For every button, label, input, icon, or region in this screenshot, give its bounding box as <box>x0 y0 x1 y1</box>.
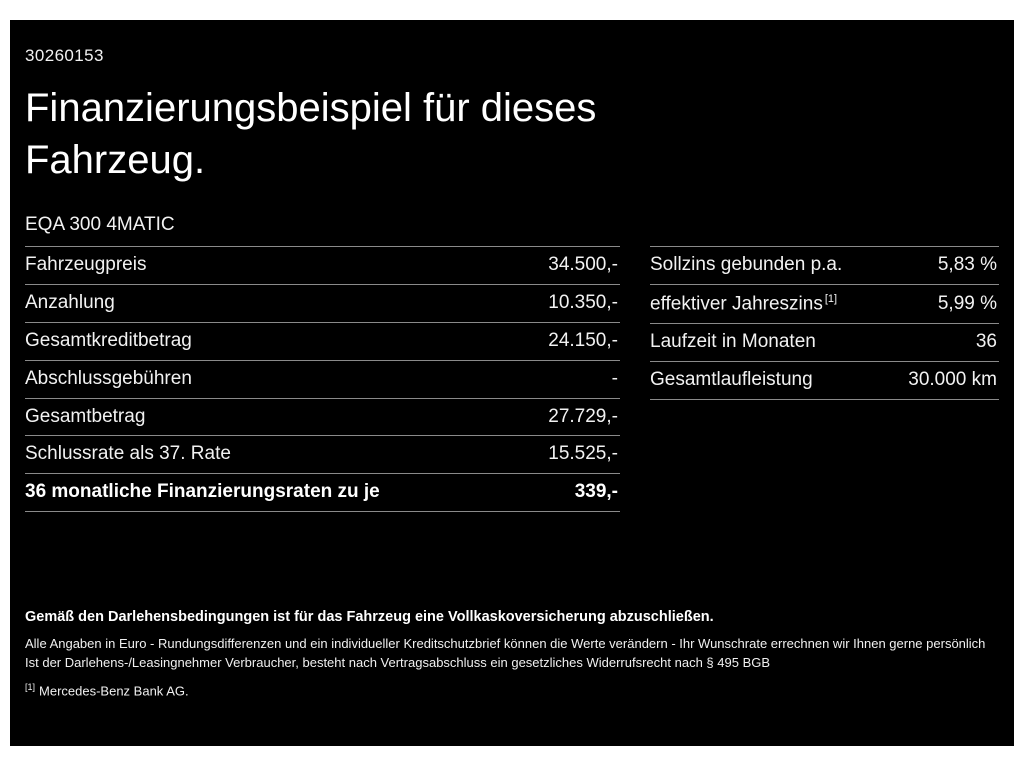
vehicle-model: EQA 300 4MATIC <box>25 214 175 235</box>
finance-table-right: Sollzins gebunden p.a. 5,83 % effektiver… <box>650 246 999 400</box>
row-label: Gesamtkreditbetrag <box>25 329 192 351</box>
row-value: 15.525,- <box>548 443 618 465</box>
row-label: Abschlussgebühren <box>25 367 192 389</box>
row-value: 30.000 km <box>908 369 997 390</box>
finance-table-left: Fahrzeugpreis 34.500,- Anzahlung 10.350,… <box>25 246 620 513</box>
financing-example-panel: 30260153 Finanzierungsbeispiel für diese… <box>10 20 1014 746</box>
footnote: [1] Mercedes-Benz Bank AG. <box>25 682 999 698</box>
table-row: Schlussrate als 37. Rate 15.525,- <box>25 436 620 475</box>
row-label: 36 monatliche Finanzierungsraten zu je <box>25 481 380 503</box>
row-label: Fahrzeugpreis <box>25 254 147 275</box>
footnote-marker: [1] <box>824 292 838 305</box>
table-row: Gesamtkreditbetrag 24.150,- <box>25 323 620 361</box>
row-value: 5,99 % <box>937 293 997 315</box>
finance-tables: Fahrzeugpreis 34.500,- Anzahlung 10.350,… <box>25 246 999 513</box>
row-label: effektiver Jahreszins [1] <box>650 292 838 315</box>
row-value: - <box>611 367 618 389</box>
table-row: Anzahlung 10.350,- <box>25 285 620 323</box>
row-label: Anzahlung <box>25 291 115 313</box>
row-label: Gesamtlaufleistung <box>650 369 813 390</box>
table-row: Sollzins gebunden p.a. 5,83 % <box>650 247 999 285</box>
row-label: Laufzeit in Monaten <box>650 331 816 353</box>
row-label: Sollzins gebunden p.a. <box>650 254 843 275</box>
row-value: 36 <box>975 331 997 353</box>
row-value: 10.350,- <box>548 291 618 313</box>
row-label: Schlussrate als 37. Rate <box>25 443 231 465</box>
row-value: 5,83 % <box>937 254 997 275</box>
table-row: Gesamtbetrag 27.729,- <box>25 399 620 437</box>
row-value: 24.150,- <box>548 329 618 351</box>
table-row: Laufzeit in Monaten 36 <box>650 324 999 362</box>
table-row: Gesamtlaufleistung 30.000 km <box>650 362 999 400</box>
table-row: Abschlussgebühren - <box>25 361 620 399</box>
row-value: 27.729,- <box>548 405 618 427</box>
footnote-text: Mercedes-Benz Bank AG. <box>39 683 189 698</box>
table-row: effektiver Jahreszins [1] 5,99 % <box>650 285 999 325</box>
document-id: 30260153 <box>25 46 104 65</box>
table-row-monthly-rate: 36 monatliche Finanzierungsraten zu je 3… <box>25 474 620 513</box>
footnote-marker: [1] <box>25 681 36 692</box>
footer-disclaimer: Gemäß den Darlehensbedingungen ist für d… <box>25 609 999 698</box>
table-row: Fahrzeugpreis 34.500,- <box>25 247 620 285</box>
insurance-note: Gemäß den Darlehensbedingungen ist für d… <box>25 608 714 625</box>
row-value: 339,- <box>574 481 618 503</box>
disclaimer-line: Ist der Darlehens-/Leasingnehmer Verbrau… <box>25 654 771 670</box>
page-title: Finanzierungsbeispiel für dieses Fahrzeu… <box>25 86 597 182</box>
row-label: Gesamtbetrag <box>25 405 146 427</box>
row-value: 34.500,- <box>548 254 618 275</box>
disclaimer-line: Alle Angaben in Euro - Rundungsdifferenz… <box>25 635 986 651</box>
